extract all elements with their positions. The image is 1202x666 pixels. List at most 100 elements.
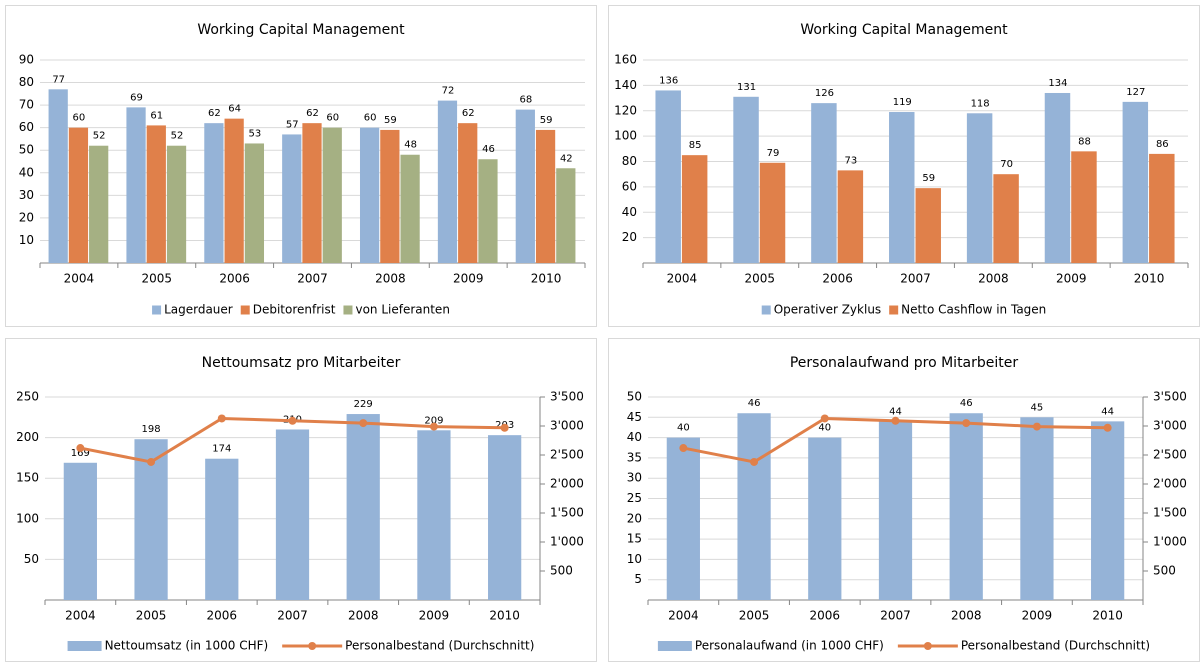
bar bbox=[134, 439, 168, 600]
legend: Nettoumsatz (in 1000 CHF) Personalbestand… bbox=[67, 639, 534, 653]
y-tick-label: 60 bbox=[19, 120, 34, 134]
y2-tick-label: 1'000 bbox=[1153, 535, 1187, 549]
line-marker bbox=[962, 419, 971, 428]
chart-panel: Working Capital Management 10 20 30 40 50 60 70… bbox=[5, 5, 597, 327]
x-tick-label: 2006 bbox=[810, 609, 841, 623]
y-tick-label: 60 bbox=[622, 179, 637, 193]
y-tick-label: 90 bbox=[19, 53, 34, 67]
bar bbox=[1071, 151, 1097, 263]
bar bbox=[1044, 92, 1071, 263]
bar bbox=[244, 143, 265, 263]
y2-tick-label: 3'500 bbox=[1153, 390, 1187, 404]
y-tick-label: 140 bbox=[614, 78, 637, 92]
data-label: 60 bbox=[326, 113, 339, 124]
y-tick-label: 15 bbox=[627, 532, 642, 546]
data-label: 44 bbox=[1101, 406, 1114, 417]
x-tick-label: 2004 bbox=[668, 609, 699, 623]
y-tick-label: 10 bbox=[627, 552, 642, 566]
y2-tick-label: 3'000 bbox=[550, 419, 584, 433]
x-tick-label: 2010 bbox=[531, 272, 562, 286]
data-label: 70 bbox=[1000, 159, 1013, 170]
x-tick-label: 2008 bbox=[348, 609, 379, 623]
data-label: 53 bbox=[249, 128, 262, 139]
x-tick-label: 2010 bbox=[1134, 272, 1165, 286]
data-label: 59 bbox=[540, 115, 553, 126]
legend-swatch bbox=[343, 305, 353, 315]
bar bbox=[759, 162, 786, 263]
bar bbox=[89, 145, 109, 263]
legend: Personalaufwand (in 1000 CHF) Personalbes… bbox=[657, 639, 1150, 653]
bar bbox=[966, 113, 993, 263]
y-tick-label: 45 bbox=[627, 410, 642, 424]
bar bbox=[437, 100, 458, 263]
y2-tick-label: 1'000 bbox=[550, 535, 584, 549]
y-tick-label: 35 bbox=[627, 450, 642, 464]
legend-label: Debitorenfrist bbox=[253, 303, 336, 317]
data-label: 52 bbox=[171, 131, 184, 142]
x-tick-label: 2010 bbox=[489, 609, 520, 623]
line-marker bbox=[217, 414, 226, 423]
data-label: 174 bbox=[212, 444, 231, 455]
data-label: 42 bbox=[560, 153, 573, 164]
line-marker bbox=[679, 444, 688, 453]
y2-tick-label: 3'500 bbox=[550, 390, 584, 404]
bar bbox=[282, 134, 302, 263]
bar bbox=[68, 127, 89, 264]
bar bbox=[737, 413, 771, 600]
x-tick-label: 2007 bbox=[277, 609, 308, 623]
y2-tick-label: 1'500 bbox=[550, 506, 584, 520]
y-tick-label: 30 bbox=[19, 188, 34, 202]
chart-title: Working Capital Management bbox=[800, 22, 1008, 38]
bar bbox=[811, 103, 837, 263]
y2-tick-label: 2'500 bbox=[1153, 448, 1187, 462]
data-label: 209 bbox=[424, 415, 443, 426]
legend: Operativer Zyklus Netto Cashflow in Tagen bbox=[761, 303, 1046, 317]
legend-swatch-marker bbox=[308, 642, 317, 650]
x-tick-label: 2007 bbox=[880, 609, 911, 623]
y-tick-label: 40 bbox=[19, 165, 34, 179]
data-label: 46 bbox=[960, 398, 973, 409]
bar bbox=[666, 437, 700, 600]
bar bbox=[993, 174, 1019, 263]
data-label: 45 bbox=[1031, 402, 1044, 413]
chart-panel: Personalaufwand pro Mitarbeiter 5 10 15 20 25… bbox=[608, 338, 1200, 662]
bar bbox=[126, 107, 146, 263]
data-label: 134 bbox=[1048, 78, 1067, 89]
bar bbox=[146, 125, 166, 264]
data-label: 40 bbox=[818, 423, 831, 434]
x-tick-label: 2008 bbox=[978, 272, 1009, 286]
line-marker bbox=[288, 416, 297, 425]
legend-swatch bbox=[152, 305, 162, 315]
legend-swatch bbox=[889, 305, 899, 315]
chart-title: Working Capital Management bbox=[197, 22, 405, 38]
bar bbox=[322, 127, 342, 264]
x-tick-label: 2006 bbox=[207, 609, 238, 623]
x-tick-label: 2009 bbox=[419, 609, 450, 623]
data-label: 77 bbox=[52, 74, 65, 85]
data-label: 60 bbox=[364, 113, 377, 124]
data-label: 229 bbox=[354, 399, 373, 410]
y-tick-label: 120 bbox=[614, 103, 637, 117]
bar bbox=[1020, 417, 1054, 600]
y-tick-label: 50 bbox=[19, 143, 34, 157]
y-tick-label: 20 bbox=[622, 230, 637, 244]
legend: Lagerdauer Debitorenfrist von Lieferanten bbox=[152, 303, 450, 317]
bar bbox=[275, 429, 310, 600]
data-label: 59 bbox=[922, 173, 935, 184]
x-tick-label: 2008 bbox=[375, 272, 406, 286]
chart-title: Nettoumsatz pro Mitarbeiter bbox=[202, 355, 401, 371]
y-tick-label: 250 bbox=[16, 390, 39, 404]
bar bbox=[515, 109, 535, 263]
y-tick-label: 50 bbox=[24, 552, 39, 566]
y-tick-label: 50 bbox=[627, 390, 642, 404]
data-label: 119 bbox=[893, 97, 912, 108]
bar bbox=[949, 413, 983, 600]
line-marker bbox=[76, 444, 85, 453]
line-marker bbox=[359, 419, 368, 428]
y2-tick-label: 1'500 bbox=[1153, 506, 1187, 520]
y2-tick-label: 2'500 bbox=[550, 448, 584, 462]
line-marker bbox=[1032, 422, 1041, 431]
bar bbox=[889, 112, 915, 263]
y-tick-label: 40 bbox=[622, 205, 637, 219]
data-label: 62 bbox=[306, 108, 319, 119]
